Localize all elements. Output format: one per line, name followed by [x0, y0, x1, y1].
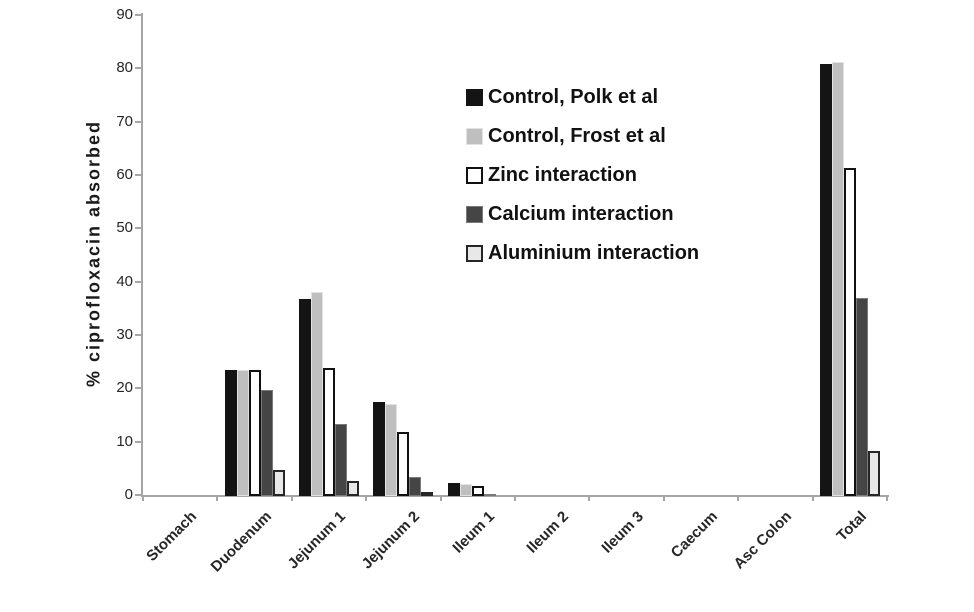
x-axis-tick: [737, 495, 739, 501]
y-axis-tick: [135, 121, 142, 123]
x-axis-tick: [663, 495, 665, 501]
y-tick-label: 0: [124, 486, 133, 503]
legend-item-calcium-interaction: Calcium interaction: [466, 195, 699, 234]
bar-duodenum-s3: [261, 390, 273, 496]
legend-label: Control, Frost et al: [488, 125, 666, 147]
x-axis-tick: [142, 495, 144, 501]
y-tick-label: 80: [116, 59, 133, 76]
y-tick-label: 30: [116, 326, 133, 343]
bar-jejunum-1-s2: [323, 368, 335, 496]
y-tick-label: 40: [116, 273, 133, 290]
y-tick-label: 60: [116, 166, 133, 183]
bar-duodenum-s4: [273, 470, 285, 496]
x-axis-tick: [216, 495, 218, 501]
legend-item-control-polk-et-al: Control, Polk et al: [466, 78, 699, 117]
legend-label: Calcium interaction: [488, 203, 674, 225]
bar-ileum-1-s3: [484, 494, 496, 496]
y-tick-label: 90: [116, 6, 133, 23]
bar-jejunum-2-s4: [421, 492, 433, 496]
x-axis-tick: [812, 495, 814, 501]
legend: Control, Polk et al Control, Frost et al Z…: [466, 78, 699, 273]
bar-total-s3: [856, 298, 868, 496]
bar-chart: % ciprofloxacin absorbed Control, Polk e…: [83, 6, 889, 576]
legend-swatch-icon: [466, 89, 483, 106]
bar-total-s1: [832, 62, 844, 496]
x-axis-tick: [514, 495, 516, 501]
y-tick-label: 70: [116, 113, 133, 130]
bar-jejunum-1-s1: [311, 292, 323, 496]
bar-jejunum-2-s0: [373, 402, 385, 496]
y-tick-label: 10: [116, 433, 133, 450]
bar-jejunum-1-s0: [299, 299, 311, 496]
legend-label: Aluminium interaction: [488, 242, 700, 264]
bar-duodenum-s0: [225, 370, 237, 496]
y-axis-tick: [135, 441, 142, 443]
y-axis-tick: [135, 174, 142, 176]
bar-duodenum-s2: [249, 370, 261, 496]
bar-total-s0: [820, 64, 832, 496]
bar-jejunum-2-s2: [397, 432, 409, 496]
bar-total-s2: [844, 168, 856, 496]
y-axis-tick: [135, 67, 142, 69]
bar-jejunum-2-s1: [385, 404, 397, 496]
x-axis-tick: [588, 495, 590, 501]
legend-swatch-icon: [466, 245, 483, 262]
y-tick-label: 50: [116, 219, 133, 236]
x-axis-tick: [886, 495, 888, 501]
y-axis-tick: [135, 281, 142, 283]
bar-jejunum-1-s3: [335, 424, 347, 496]
bar-ileum-1-s2: [472, 486, 484, 496]
bar-ileum-1-s1: [460, 484, 472, 496]
y-axis-line: [141, 13, 143, 497]
bar-ileum-1-s0: [448, 483, 460, 496]
legend-item-aluminium-interaction: Aluminium interaction: [466, 234, 699, 273]
legend-swatch-icon: [466, 128, 483, 145]
y-axis-tick: [135, 227, 142, 229]
bar-total-s4: [868, 451, 880, 496]
legend-label: Zinc interaction: [488, 164, 637, 186]
bar-jejunum-2-s3: [409, 477, 421, 496]
bar-jejunum-1-s4: [347, 481, 359, 496]
x-axis-tick: [291, 495, 293, 501]
y-tick-label: 20: [116, 379, 133, 396]
legend-label: Control, Polk et al: [488, 86, 659, 108]
y-axis-tick: [135, 14, 142, 16]
y-axis-tick: [135, 387, 142, 389]
y-axis-tick: [135, 334, 142, 336]
legend-item-zinc-interaction: Zinc interaction: [466, 156, 699, 195]
bar-duodenum-s1: [237, 370, 249, 496]
legend-swatch-icon: [466, 167, 483, 184]
y-axis-title: % ciprofloxacin absorbed: [83, 119, 104, 388]
x-axis-tick: [365, 495, 367, 501]
x-axis-tick: [440, 495, 442, 501]
legend-swatch-icon: [466, 206, 483, 223]
legend-item-control-frost-et-al: Control, Frost et al: [466, 117, 699, 156]
y-axis-tick: [135, 494, 142, 496]
